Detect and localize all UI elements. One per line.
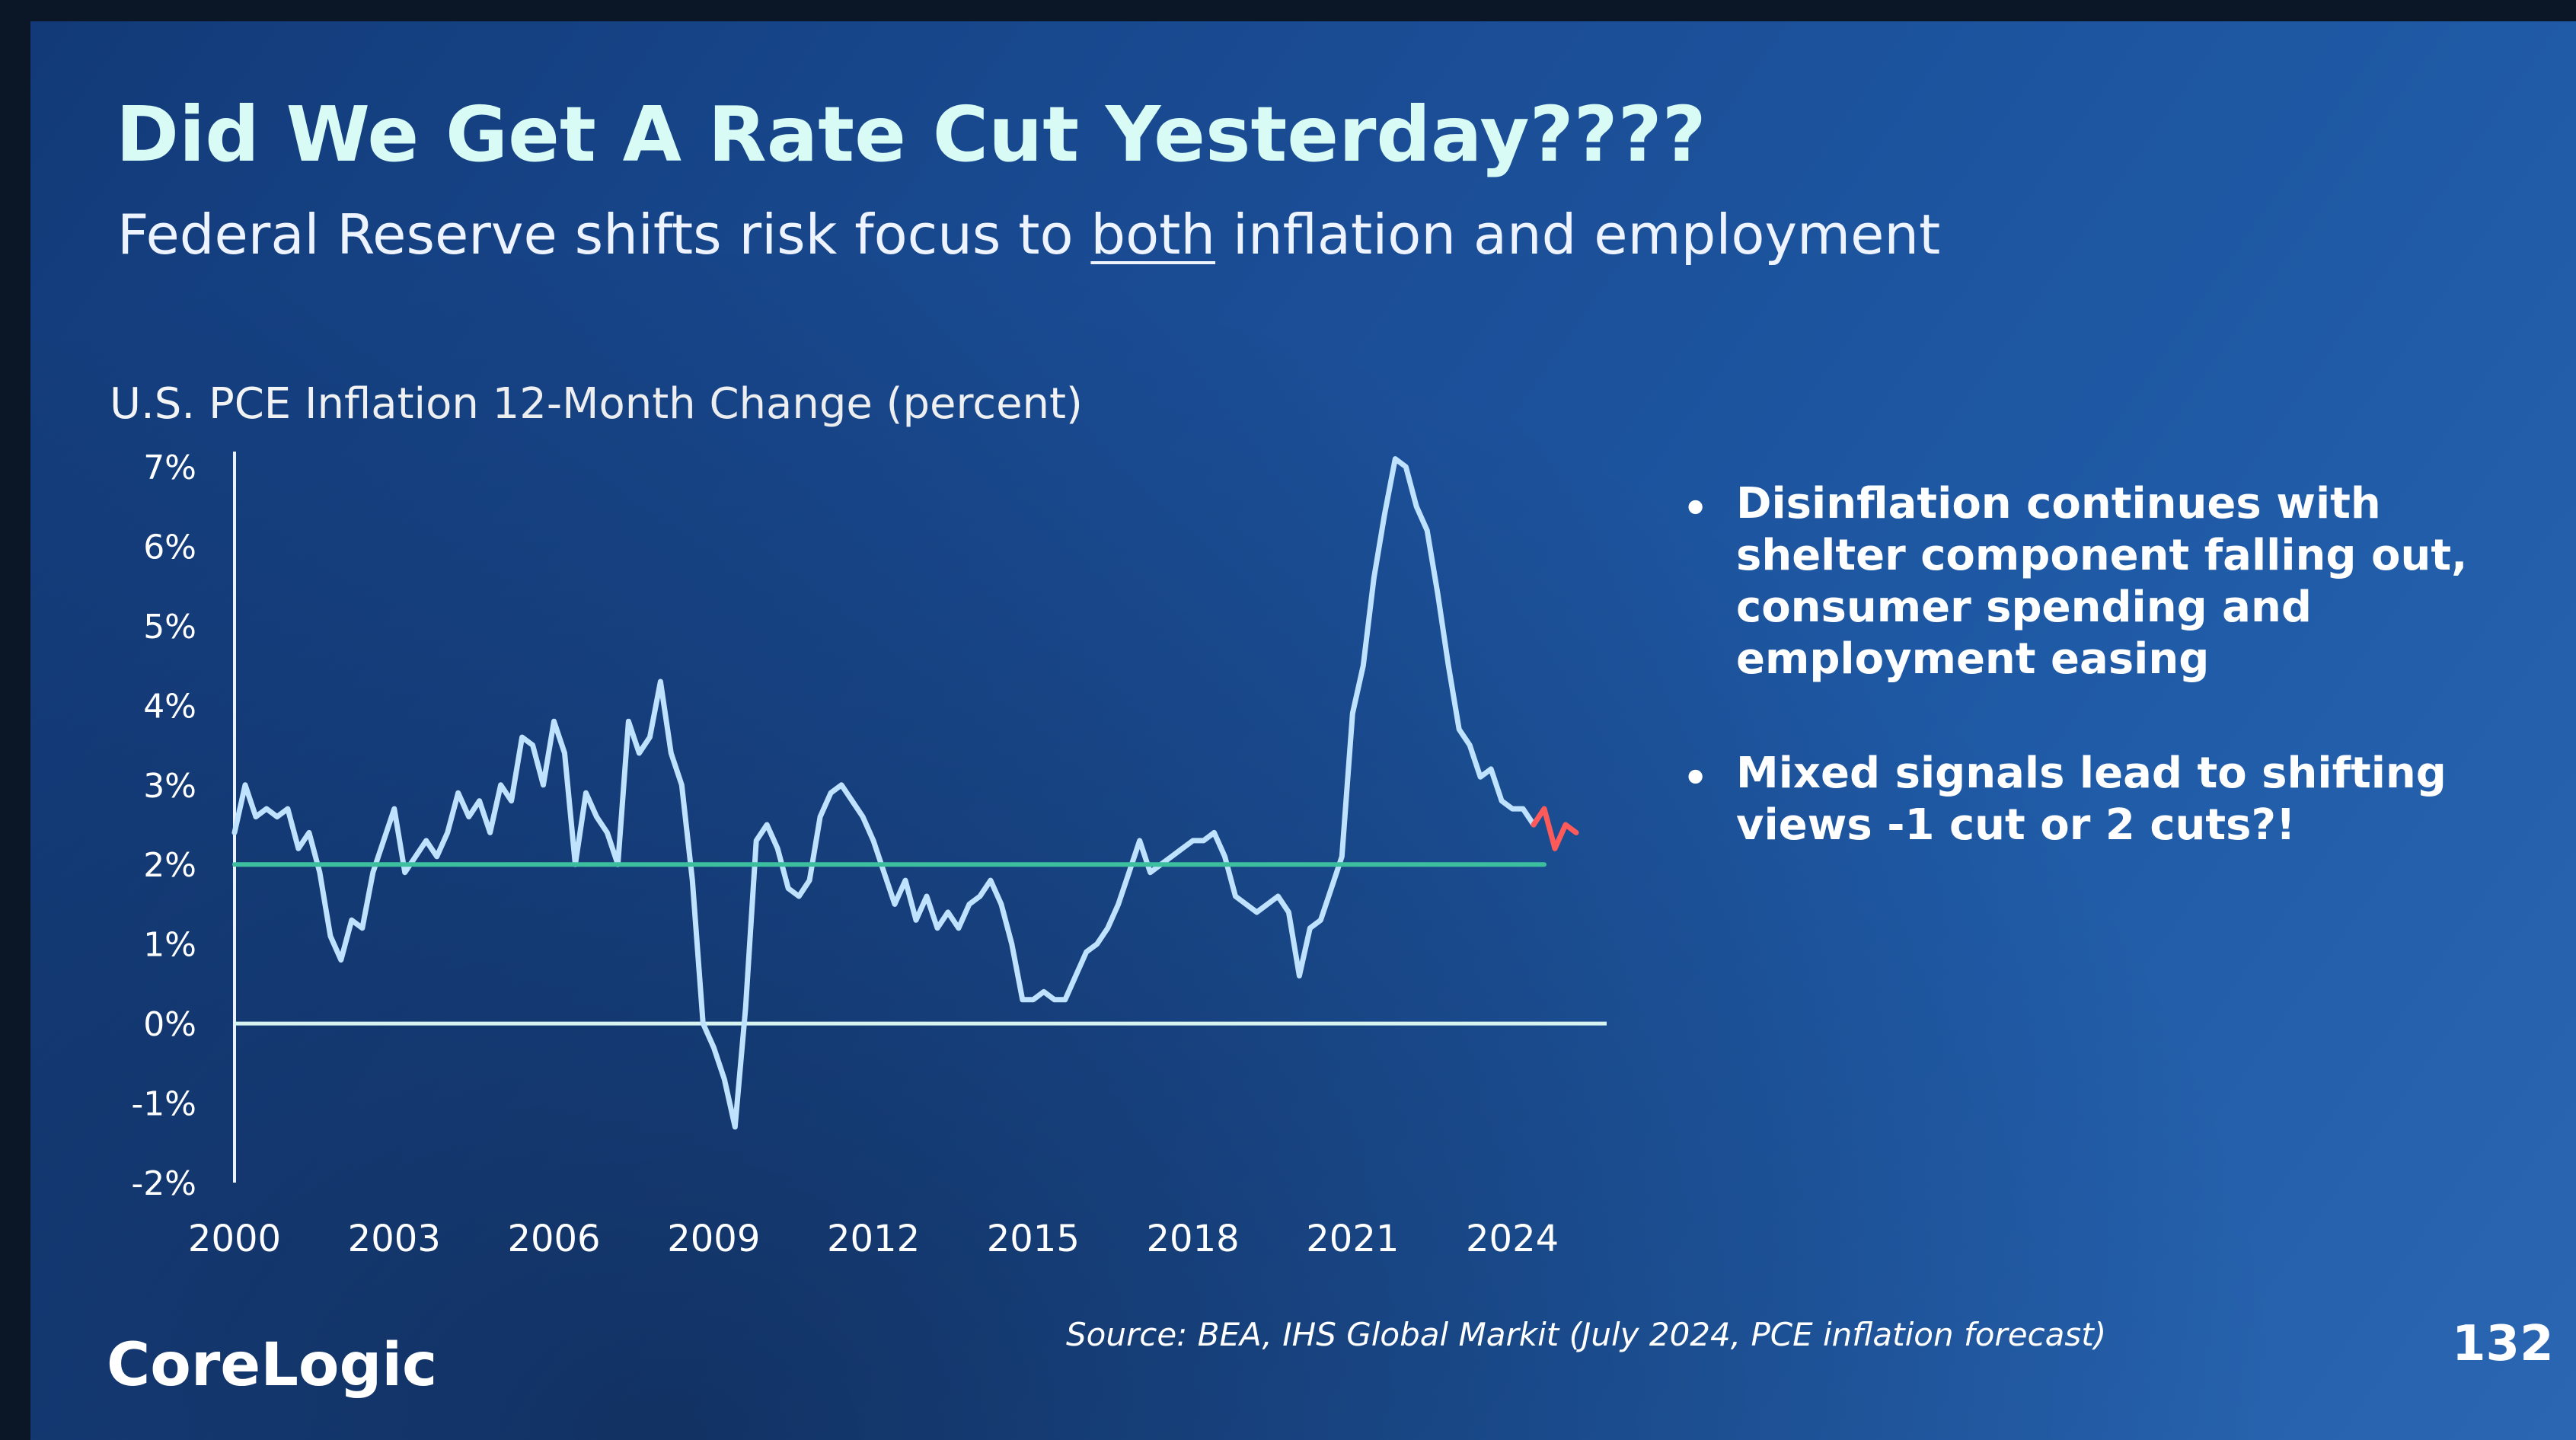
bullet-dot-icon: • [1683, 755, 1709, 801]
corelogic-logo: CoreLogic [107, 1331, 438, 1400]
forecast-series-line [1531, 806, 1579, 851]
page-number: 132 [2452, 1316, 2554, 1372]
y-tick-label: 1% [143, 926, 196, 965]
x-tick-label: 2012 [827, 1218, 920, 1260]
subtitle-text-after: inflation and employment [1215, 203, 1941, 267]
y-tick-label: -2% [131, 1164, 196, 1203]
x-tick-label: 2006 [507, 1218, 600, 1260]
y-tick-label: 2% [143, 846, 196, 885]
inflation-chart: 7% 6% 5% 4% 3% 2% 1% 0% -1% -2% 2000 2003 2006 2009 20… [131, 449, 1607, 1260]
y-tick-label: 7% [143, 449, 196, 487]
y-tick-label: 6% [143, 528, 196, 567]
y-tick-label: 5% [143, 608, 196, 647]
chart-title: U.S. PCE Inflation 12-Month Change (perc… [110, 379, 1083, 429]
x-tick-label: 2018 [1146, 1218, 1239, 1260]
x-tick-label: 2009 [667, 1218, 760, 1260]
x-tick-label: 2000 [188, 1218, 281, 1260]
bullet-item: • Mixed signals lead to shifting views -… [1683, 748, 2551, 851]
bullet-text: Mixed signals lead to shifting views -1 … [1736, 749, 2447, 850]
x-tick-label: 2024 [1466, 1218, 1559, 1260]
y-tick-label: 0% [143, 1005, 196, 1044]
bullet-text: Disinflation continues with shelter comp… [1736, 479, 2468, 684]
bullet-item: • Disinflation continues with shelter co… [1683, 478, 2551, 685]
y-tick-label: -1% [131, 1085, 196, 1124]
source-note: Source: BEA, IHS Global Markit (July 202… [1066, 1316, 2107, 1353]
y-tick-label: 4% [143, 687, 196, 726]
x-tick-label: 2021 [1306, 1218, 1399, 1260]
x-tick-label: 2003 [348, 1218, 441, 1260]
actual-series-line [231, 456, 1537, 1130]
bullet-dot-icon: • [1683, 486, 1709, 532]
x-tick-label: 2015 [987, 1218, 1080, 1260]
slide: Did We Get A Rate Cut Yesterday???? Fede… [30, 21, 2576, 1440]
subtitle-text-before: Federal Reserve shifts risk focus to [117, 203, 1091, 267]
y-tick-label: 3% [143, 767, 196, 806]
bullet-list: • Disinflation continues with shelter co… [1683, 478, 2551, 914]
slide-subtitle: Federal Reserve shifts risk focus to bot… [117, 203, 1940, 267]
slide-title: Did We Get A Rate Cut Yesterday???? [116, 90, 1706, 179]
subtitle-emphasis: both [1090, 203, 1216, 267]
